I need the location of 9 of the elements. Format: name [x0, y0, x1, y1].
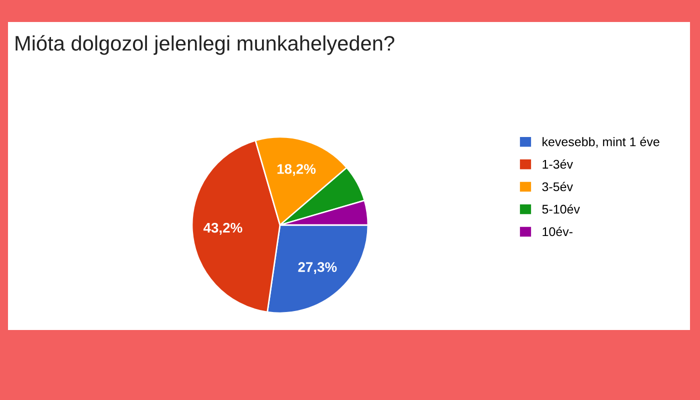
legend-label: 3-5év — [542, 182, 573, 192]
data-label: 43,2% — [203, 222, 242, 235]
legend-label: 10év- — [542, 226, 572, 236]
legend-label: kevesebb, mint 1 éve — [542, 136, 660, 148]
data-label: 18,2% — [277, 164, 316, 176]
legend-label: 5-10év — [542, 204, 580, 214]
data-label: 27,3% — [298, 262, 337, 274]
legend-label: 1-3év — [542, 159, 573, 169]
chart-title: Mióta dolgozol jelenlegi munkahelyeden? — [16, 35, 394, 55]
